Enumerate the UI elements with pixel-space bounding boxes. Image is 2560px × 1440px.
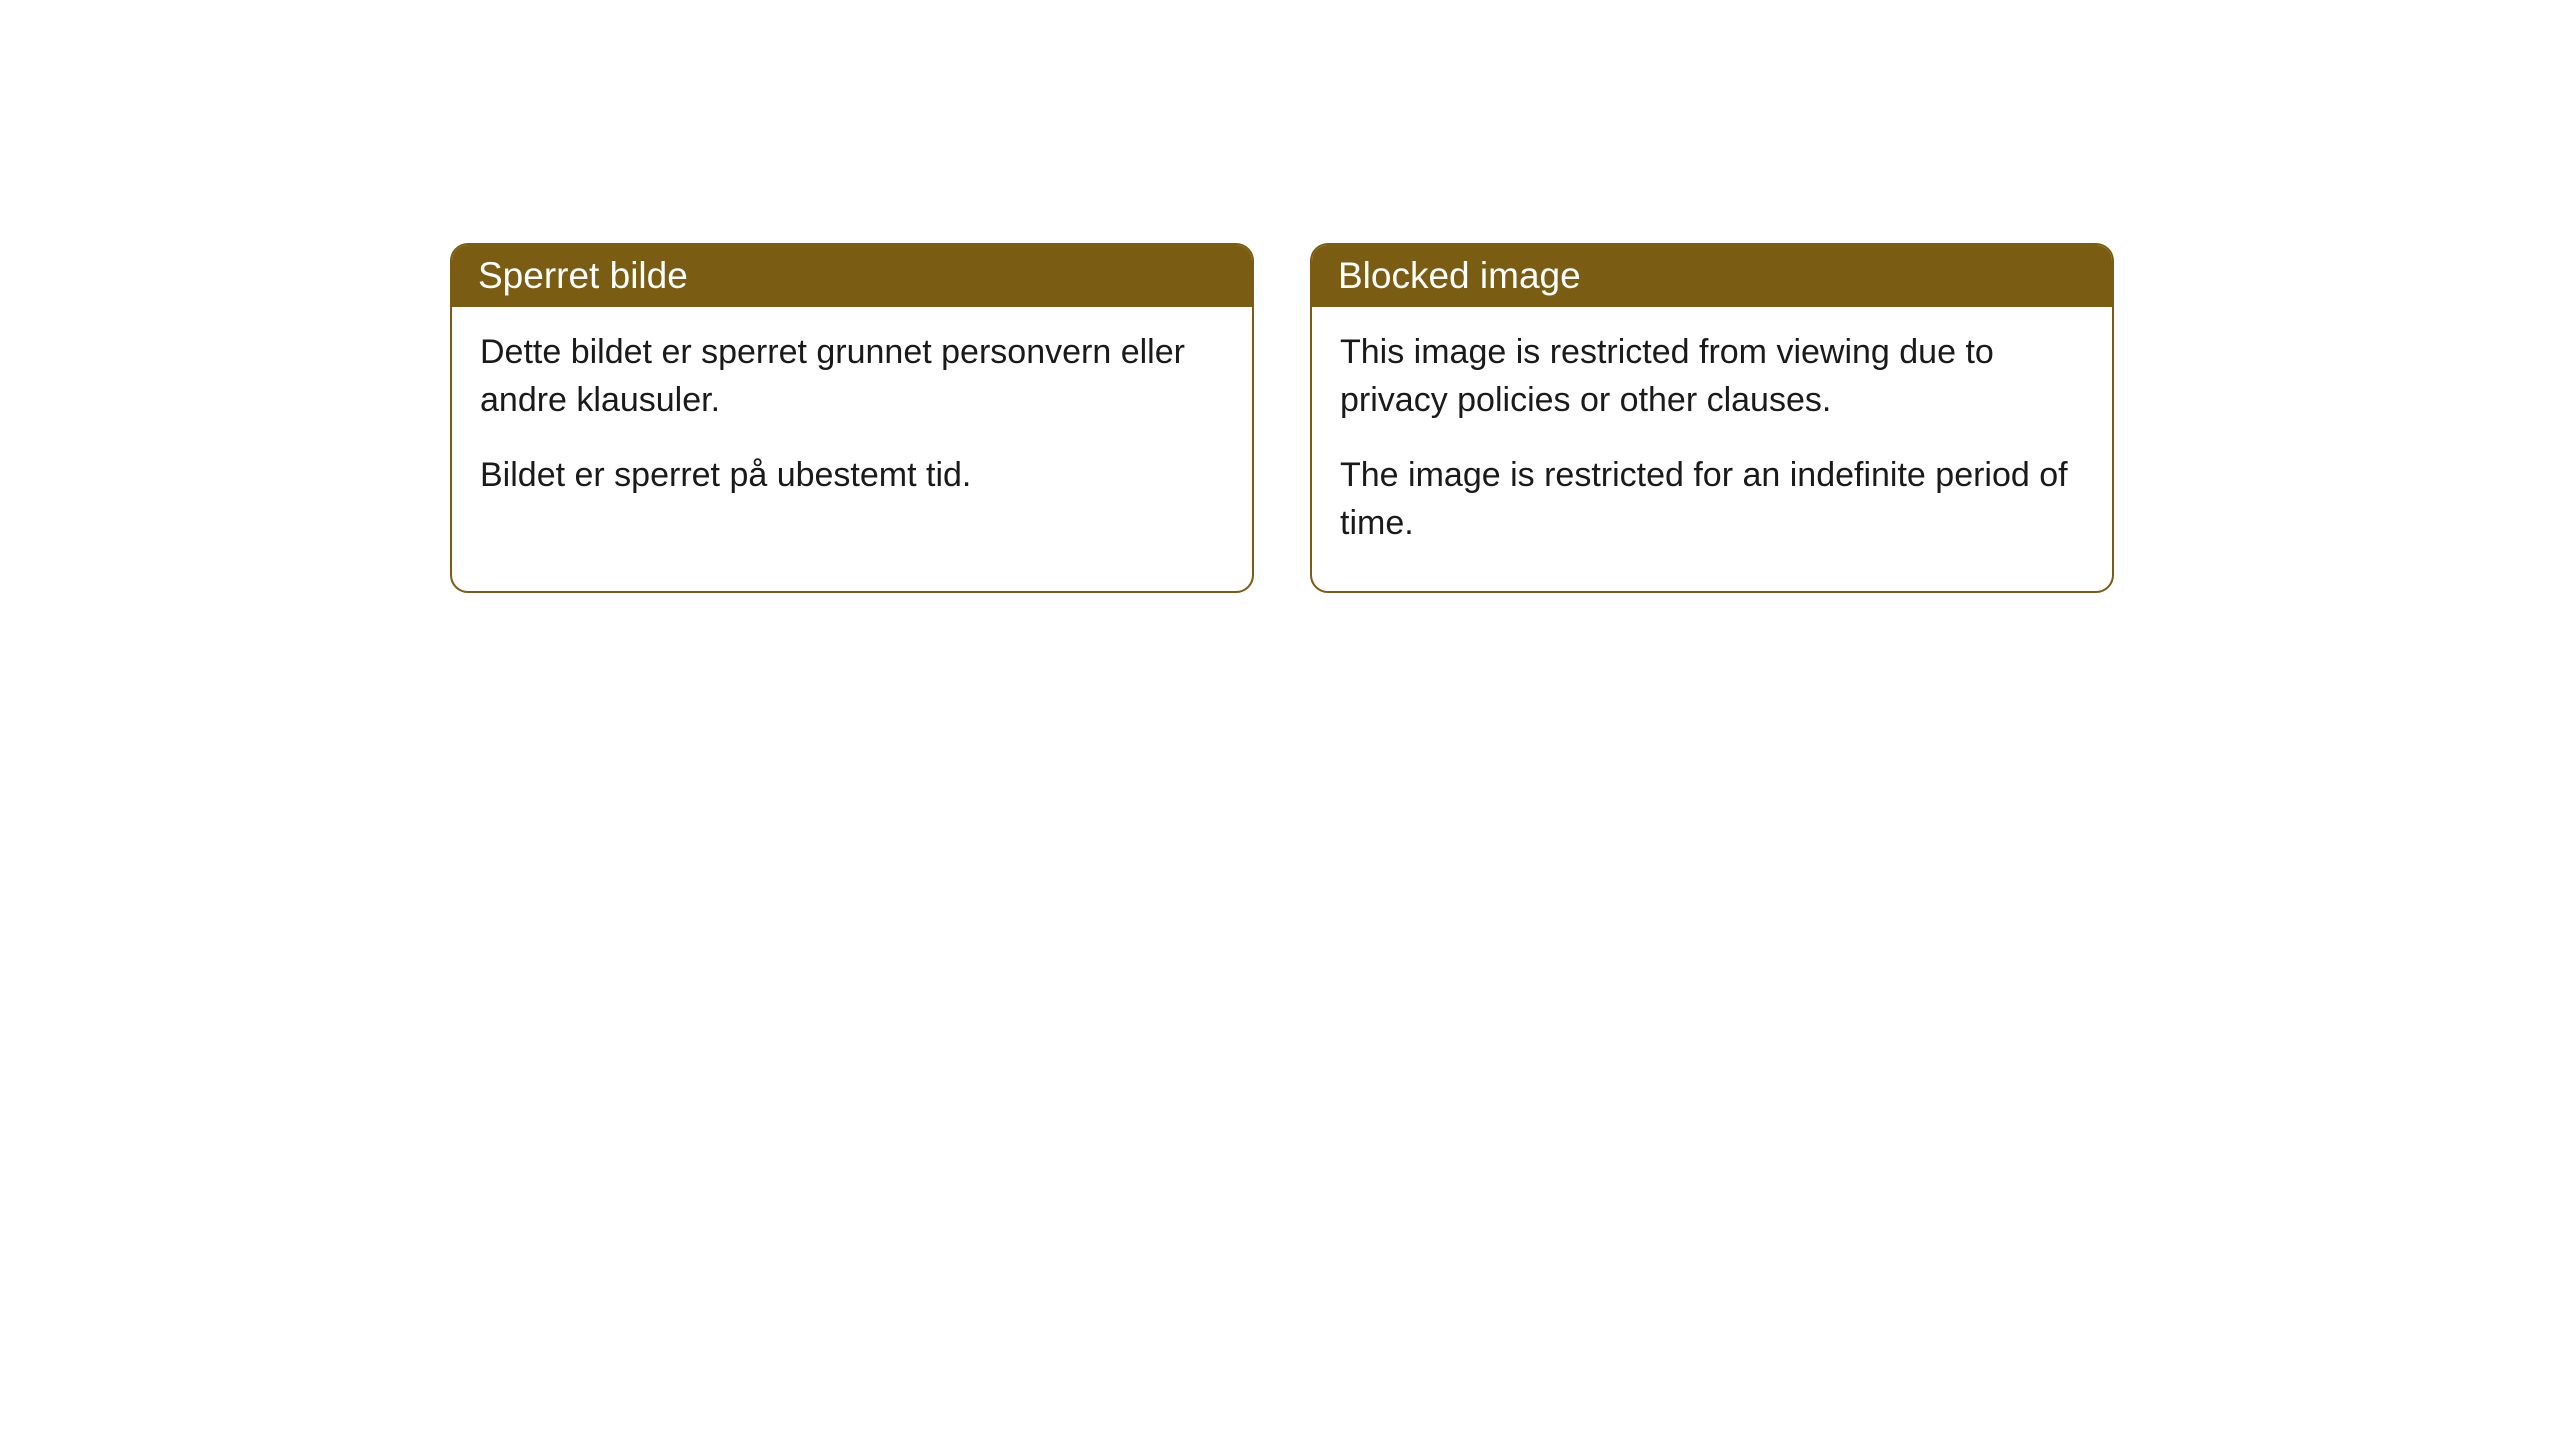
notice-paragraph-2-norwegian: Bildet er sperret på ubestemt tid. xyxy=(480,452,1224,500)
notice-body-norwegian: Dette bildet er sperret grunnet personve… xyxy=(452,307,1252,544)
notice-paragraph-1-norwegian: Dette bildet er sperret grunnet personve… xyxy=(480,329,1224,424)
notice-title-english: Blocked image xyxy=(1338,255,1581,296)
notice-header-english: Blocked image xyxy=(1312,245,2112,307)
notice-card-norwegian: Sperret bilde Dette bildet er sperret gr… xyxy=(450,243,1254,593)
notice-title-norwegian: Sperret bilde xyxy=(478,255,688,296)
notice-paragraph-2-english: The image is restricted for an indefinit… xyxy=(1340,452,2084,547)
notice-container: Sperret bilde Dette bildet er sperret gr… xyxy=(450,243,2114,593)
notice-header-norwegian: Sperret bilde xyxy=(452,245,1252,307)
notice-body-english: This image is restricted from viewing du… xyxy=(1312,307,2112,591)
notice-card-english: Blocked image This image is restricted f… xyxy=(1310,243,2114,593)
notice-paragraph-1-english: This image is restricted from viewing du… xyxy=(1340,329,2084,424)
